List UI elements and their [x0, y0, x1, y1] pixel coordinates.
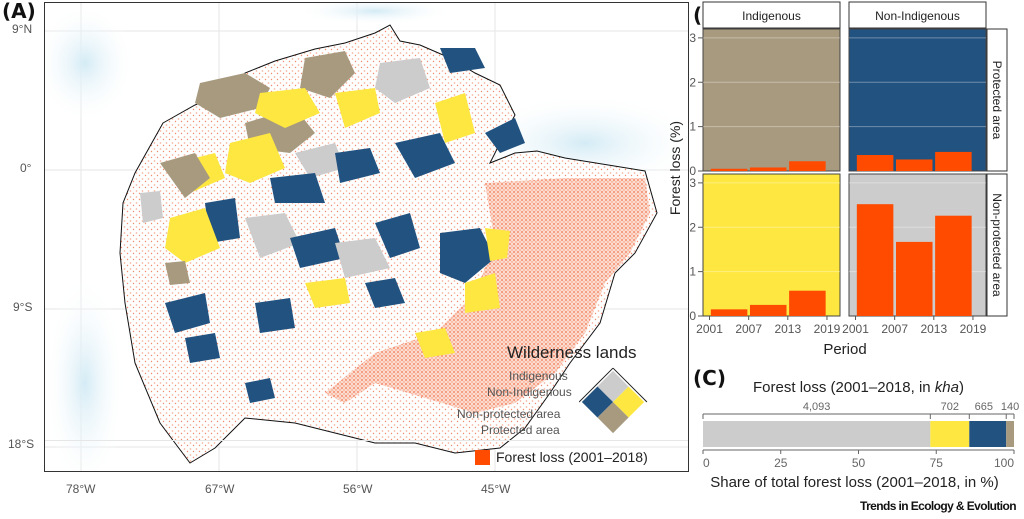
stacked-segment-0 — [703, 421, 931, 447]
x-tick-label: 100 — [994, 456, 1014, 470]
chart-b-faceted-bars: Indigenous Non-Indigenous Protected area No… — [667, 1, 1008, 358]
x-tick-label: 2019 — [960, 322, 987, 336]
bivariate-legend-key — [579, 367, 648, 434]
legend-label-protected: Protected area — [481, 423, 560, 437]
facet-row-strip-0 — [986, 28, 1008, 172]
lat-label-9s: 9°S — [13, 300, 33, 314]
lat-label-9n: 9°N — [12, 22, 33, 36]
stacked-segment-2 — [969, 421, 1007, 447]
x-tick-label: 50 — [852, 456, 866, 470]
bar-non-indigenous-non-protected-0 — [856, 204, 894, 316]
map-canvas — [45, 3, 688, 471]
bar-non-indigenous-protected-0 — [856, 155, 894, 171]
bar-indigenous-protected-0 — [710, 168, 748, 171]
x-axis-title: Share of total forest loss (2001–2018, i… — [710, 474, 999, 491]
facet-strip-0 — [702, 1, 841, 29]
stacked-segment-3 — [1006, 421, 1014, 447]
y-axis-title: Forest loss (%) — [667, 121, 683, 215]
bar-non-indigenous-protected-1 — [895, 159, 933, 171]
source-credit: Trends in Ecology & Evolution — [860, 499, 1017, 513]
x-tick-label: 2007 — [881, 322, 908, 336]
facet-strip-1 — [848, 1, 987, 29]
title-unit: kha — [935, 379, 959, 396]
forest-loss-legend-label: Forest loss (2001–2018) — [496, 449, 648, 465]
title-part: ) — [959, 379, 964, 396]
bar-indigenous-non-protected-1 — [749, 304, 787, 316]
title-part: Forest loss (2001–2018, in — [753, 379, 935, 396]
y-tick-label: 2 — [689, 220, 696, 234]
y-tick-label: 3 — [689, 176, 696, 190]
y-tick-label: 3 — [689, 31, 696, 45]
chart-c-title: Forest loss (2001–2018, in kha) — [753, 379, 964, 396]
bar-non-indigenous-protected-2 — [935, 151, 972, 171]
x-tick-label: 0 — [703, 456, 710, 470]
legend-label-indigenous: Indigenous — [509, 369, 568, 383]
segment-value-label-3: 140 — [1001, 401, 1019, 413]
lon-label-45w: 45°W — [481, 482, 511, 496]
segment-value-label-1: 702 — [941, 401, 959, 413]
legend-label-non-protected: Non-protected area — [457, 407, 561, 421]
facet-row-strip-1 — [986, 173, 1008, 317]
facet-row-label-0: Protected area — [990, 61, 1004, 140]
stacked-segment-1 — [930, 421, 970, 447]
lat-label-18s: 18°S — [8, 437, 35, 451]
x-tick-label: 2019 — [814, 322, 841, 336]
bar-indigenous-non-protected-2 — [789, 290, 826, 316]
y-tick-label: 0 — [689, 309, 696, 323]
legend-label-non-indigenous: Non-Indigenous — [487, 385, 572, 399]
lon-label-67w: 67°W — [205, 482, 235, 496]
x-tick-label: 25 — [774, 456, 788, 470]
legend-title: Wilderness lands — [507, 343, 637, 362]
lon-label-78w: 78°W — [66, 482, 96, 496]
facet-row-label-1: Non-protected area — [990, 193, 1004, 297]
bar-non-indigenous-non-protected-2 — [935, 215, 972, 316]
panel-background-0 — [702, 28, 841, 172]
segment-value-label-0: 4,093 — [803, 401, 831, 413]
amazon-wilderness-map: Wilderness lands Indigenous Non-Indigeno… — [44, 2, 689, 472]
wilderness-patches — [140, 48, 525, 403]
bar-indigenous-non-protected-0 — [710, 309, 748, 316]
panel-label-a: (A) — [2, 0, 36, 23]
facet-column-label-0: Indigenous — [742, 9, 801, 23]
x-tick-label: 2001 — [696, 322, 723, 336]
panel-background-1 — [848, 28, 987, 172]
x-tick-label: 2013 — [774, 322, 801, 336]
bar-indigenous-protected-2 — [789, 161, 826, 171]
lat-label-0: 0° — [20, 161, 32, 175]
x-tick-label: 2007 — [735, 322, 762, 336]
lon-label-56w: 56°W — [343, 482, 373, 496]
y-tick-label: 0 — [689, 164, 696, 178]
y-tick-label: 1 — [689, 265, 696, 279]
x-axis-title: Period — [823, 341, 866, 358]
bar-non-indigenous-non-protected-1 — [895, 241, 933, 316]
segment-value-label-2: 665 — [975, 401, 993, 413]
facet-column-label-1: Non-Indigenous — [875, 9, 960, 23]
bar-indigenous-protected-1 — [749, 167, 787, 171]
y-tick-label: 2 — [689, 75, 696, 89]
x-tick-label: 2001 — [842, 322, 869, 336]
x-tick-label: 75 — [930, 456, 944, 470]
x-tick-label: 2013 — [920, 322, 947, 336]
y-tick-label: 1 — [689, 120, 696, 134]
panel-label-c: (C) — [693, 366, 726, 390]
panel-background-2 — [702, 173, 841, 317]
forest-loss-legend-swatch — [475, 450, 490, 465]
